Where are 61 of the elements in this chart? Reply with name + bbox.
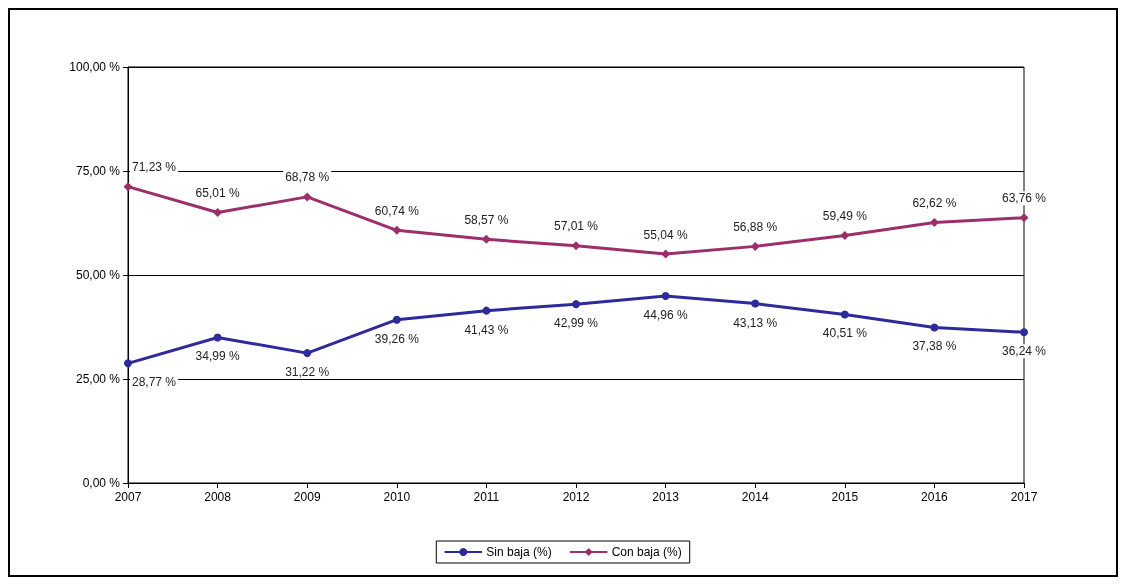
data-label: 68,78 %	[285, 170, 330, 185]
x-tick-label: 2007	[114, 490, 142, 504]
point	[1020, 328, 1028, 337]
x-tick-label: 2015	[831, 490, 859, 504]
point	[481, 234, 491, 244]
point	[213, 333, 222, 342]
point	[751, 299, 760, 308]
point	[392, 225, 402, 235]
point	[929, 218, 939, 227]
data-label: 56,88 %	[733, 219, 778, 234]
data-label: 43,13 %	[733, 315, 778, 330]
x-tick-label: 2012	[562, 490, 590, 504]
data-label: 34,99 %	[195, 349, 240, 364]
point	[840, 310, 849, 319]
data-label: 57,01 %	[553, 219, 599, 234]
point	[661, 291, 670, 300]
data-label: 36,24 %	[1001, 344, 1047, 359]
data-label: 44,96 %	[643, 307, 688, 322]
x-tick-label: 2009	[293, 490, 321, 504]
x-tick-label: 2017	[1010, 490, 1038, 504]
data-label: 63,76 %	[1001, 191, 1047, 206]
point	[930, 323, 939, 332]
data-label: 55,04 %	[643, 227, 688, 242]
point	[572, 300, 580, 309]
data-label: 28,77 %	[131, 375, 177, 390]
point	[302, 192, 312, 202]
point	[840, 231, 850, 241]
x-tick-label: 2014	[741, 490, 769, 504]
y-tick-label: 50,00 %	[75, 268, 121, 282]
point	[482, 306, 491, 315]
data-label: 40,51 %	[822, 326, 868, 341]
y-tick-label: 100,00 %	[69, 60, 121, 74]
data-label: 71,23 %	[131, 160, 177, 175]
data-label: 58,57 %	[464, 212, 509, 227]
data-label: 41,43 %	[464, 322, 509, 337]
point	[571, 241, 581, 251]
data-label: 39,26 %	[374, 331, 420, 346]
legend-label: Con baja (%)	[611, 545, 682, 559]
data-label: 31,22 %	[285, 365, 330, 380]
point	[750, 241, 760, 251]
y-tick-label: 75,00 %	[75, 164, 121, 178]
y-tick-label: 25,00 %	[75, 372, 121, 386]
x-tick-label: 2013	[652, 490, 680, 504]
data-label: 62,62 %	[912, 196, 957, 210]
x-tick-label: 2008	[204, 490, 232, 504]
point	[123, 182, 133, 192]
point	[392, 315, 401, 324]
point	[303, 349, 312, 358]
y-tick-label: 0,00 %	[82, 476, 121, 490]
data-label: 65,01 %	[195, 186, 240, 201]
data-label: 42,99 %	[553, 316, 599, 331]
point	[124, 359, 132, 368]
x-tick-label: 2011	[473, 490, 500, 504]
x-tick-label: 2016	[921, 490, 949, 504]
data-label: 37,38 %	[912, 339, 957, 354]
point	[213, 208, 223, 218]
x-tick-label: 2010	[383, 490, 411, 504]
data-label: 59,49 %	[822, 209, 868, 224]
point	[1019, 213, 1029, 223]
data-label: 60,74 %	[374, 203, 420, 218]
legend-label: Sin baja (%)	[486, 545, 552, 559]
